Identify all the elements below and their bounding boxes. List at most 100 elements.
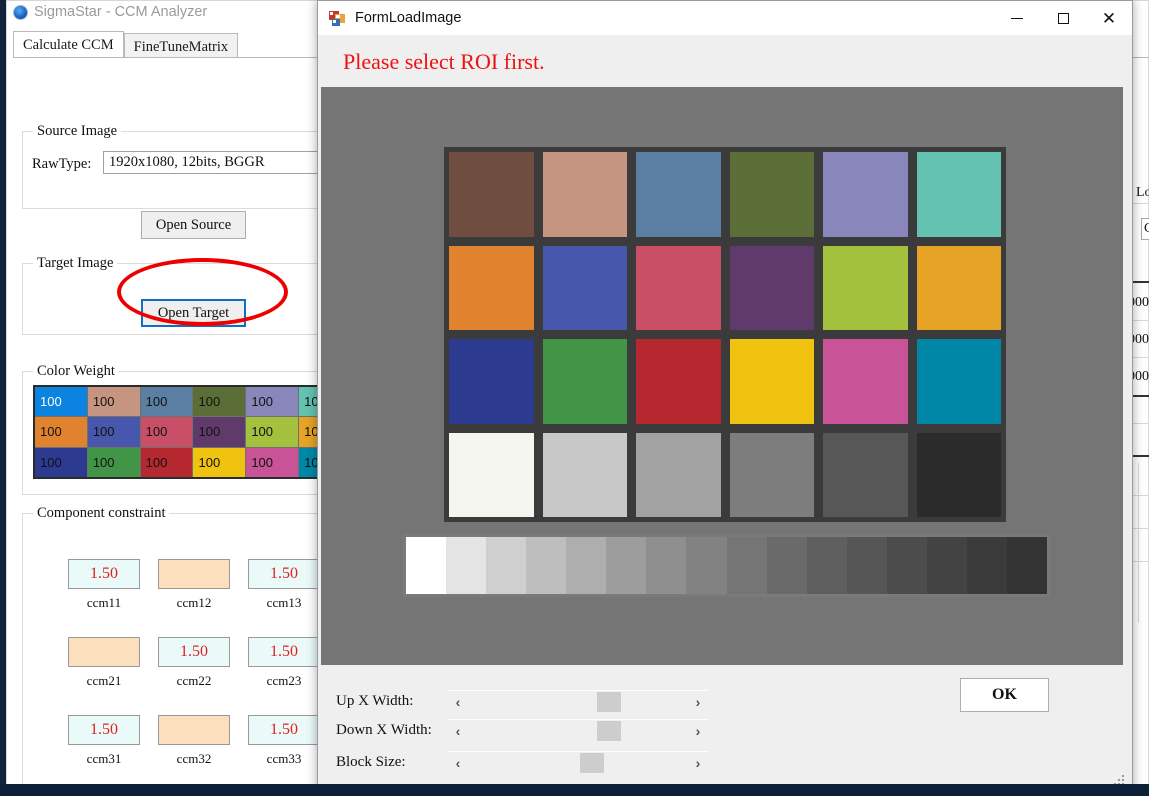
- right-panel-combo-value: C: [1144, 221, 1149, 236]
- constraint-value: 1.50: [180, 643, 208, 660]
- constraint-label-ccm23: ccm23: [266, 673, 302, 688]
- constraint-input-ccm13[interactable]: 1.50: [248, 559, 320, 589]
- minimize-button[interactable]: [994, 1, 1040, 36]
- gray-step-11: [806, 537, 847, 594]
- color-weight-cell-2-4[interactable]: 100: [193, 417, 246, 447]
- slider-left-arrow-1[interactable]: ‹: [455, 694, 461, 710]
- open-target-button[interactable]: Open Target: [141, 299, 246, 327]
- slider-left-arrow-3[interactable]: ‹: [455, 755, 461, 771]
- color-weight-cell-value: 100: [251, 394, 274, 410]
- color-patch-21: [636, 432, 721, 517]
- gray-step-10: [766, 537, 807, 594]
- color-weight-cell-value: 100: [145, 454, 168, 470]
- constraint-input-ccm23[interactable]: 1.50: [248, 637, 320, 667]
- slider-track-2[interactable]: ‹ ›: [448, 719, 708, 741]
- color-patch-10: [729, 245, 814, 330]
- open-source-button[interactable]: Open Source: [141, 211, 246, 239]
- right-panel-divider-10: [1132, 561, 1149, 562]
- right-panel-divider-5: [1132, 395, 1149, 397]
- color-weight-cell-3-4[interactable]: 100: [193, 447, 246, 477]
- color-weight-cell-1-3[interactable]: 100: [140, 387, 193, 417]
- taskbar: [0, 784, 1149, 796]
- color-weight-cell-3-2[interactable]: 100: [87, 447, 140, 477]
- color-patch-11: [823, 245, 908, 330]
- gray-step-13: [886, 537, 927, 594]
- color-patch-15: [636, 339, 721, 424]
- rawtype-label: RawType:: [32, 156, 92, 172]
- ok-button[interactable]: OK: [960, 678, 1049, 712]
- color-weight-cell-value: 100: [92, 424, 115, 440]
- color-weight-cell-2-2[interactable]: 100: [87, 417, 140, 447]
- color-weight-cell-2-1[interactable]: 100: [35, 417, 87, 447]
- color-weight-cell-value: 100: [40, 424, 62, 440]
- constraint-value: 1.50: [90, 565, 118, 582]
- formloadimage-dialog: FormLoadImage ✕ Please select ROI first.: [317, 0, 1133, 793]
- right-panel-divider-1: [1132, 203, 1149, 204]
- slider-thumb-1[interactable]: [597, 692, 621, 712]
- constraint-label-ccm12: ccm12: [176, 595, 212, 610]
- constraint-input-ccm21[interactable]: [68, 637, 140, 667]
- window-buttons: ✕: [994, 1, 1132, 36]
- color-weight-legend: Color Weight: [33, 363, 119, 380]
- dialog-titlebar[interactable]: FormLoadImage ✕: [318, 1, 1132, 36]
- gray-step-16: [1006, 537, 1047, 594]
- constraint-input-ccm33[interactable]: 1.50: [248, 715, 320, 745]
- slider-right-arrow-1[interactable]: ›: [695, 694, 701, 710]
- color-patch-23: [823, 432, 908, 517]
- background-window-title: SigmaStar - CCM Analyzer: [34, 4, 208, 20]
- color-patch-14: [542, 339, 627, 424]
- constraint-label-ccm22: ccm22: [176, 673, 212, 688]
- slider-track-3[interactable]: ‹ ›: [448, 751, 708, 773]
- tab-calculate-ccm[interactable]: Calculate CCM: [13, 31, 124, 58]
- slider-thumb-3[interactable]: [580, 753, 604, 773]
- color-patch-24: [916, 432, 1001, 517]
- color-weight-cell-1-1[interactable]: 100: [35, 387, 87, 417]
- slider-track-1[interactable]: ‹ ›: [448, 690, 708, 712]
- rawtype-input[interactable]: 1920x1080, 12bits, BGGR: [103, 151, 318, 174]
- image-preview-pane[interactable]: [321, 87, 1123, 665]
- color-weight-cell-2-3[interactable]: 100: [140, 417, 193, 447]
- maximize-icon: [1057, 13, 1069, 24]
- right-panel-divider-2: [1132, 281, 1149, 283]
- color-patch-16: [729, 339, 814, 424]
- color-weight-cell-1-4[interactable]: 100: [193, 387, 246, 417]
- component-constraint-legend: Component constraint: [33, 505, 170, 522]
- tab-finetunematrix-label: FineTuneMatrix: [133, 38, 229, 55]
- color-patch-20: [542, 432, 627, 517]
- slider-right-arrow-2[interactable]: ›: [695, 723, 701, 739]
- color-weight-cell-3-3[interactable]: 100: [140, 447, 193, 477]
- tab-finetunematrix[interactable]: FineTuneMatrix: [123, 33, 239, 58]
- color-weight-cell-value: 100: [198, 454, 221, 470]
- constraint-value: 1.50: [270, 721, 298, 738]
- constraint-input-ccm12[interactable]: [158, 559, 230, 589]
- slider-thumb-2[interactable]: [597, 721, 621, 741]
- color-weight-cell-1-2[interactable]: 100: [87, 387, 140, 417]
- target-image-group: Target Image: [22, 255, 422, 335]
- constraint-input-ccm22[interactable]: 1.50: [158, 637, 230, 667]
- slider-right-arrow-3[interactable]: ›: [695, 755, 701, 771]
- minimize-icon: [1011, 18, 1023, 19]
- color-weight-cell-value: 100: [251, 424, 274, 440]
- color-patch-6: [916, 152, 1001, 237]
- slider-left-arrow-2[interactable]: ‹: [455, 723, 461, 739]
- color-patch-3: [636, 152, 721, 237]
- constraint-input-ccm32[interactable]: [158, 715, 230, 745]
- color-weight-grid[interactable]: 100 100 100 100 100 100 100 100 100 100 100 100 100 1…: [33, 385, 353, 479]
- constraint-input-ccm11[interactable]: 1.50: [68, 559, 140, 589]
- close-button[interactable]: ✕: [1086, 1, 1132, 36]
- constraint-input-ccm31[interactable]: 1.50: [68, 715, 140, 745]
- gray-step-12: [846, 537, 887, 594]
- color-weight-cell-3-5[interactable]: 100: [246, 447, 299, 477]
- color-weight-cell-1-5[interactable]: 100: [246, 387, 299, 417]
- right-panel-divider-4: [1132, 357, 1149, 358]
- color-weight-cell-value: 100: [251, 454, 274, 470]
- maximize-button[interactable]: [1040, 1, 1086, 36]
- color-weight-cell-3-1[interactable]: 100: [35, 447, 87, 477]
- color-weight-cell-2-5[interactable]: 100: [246, 417, 299, 447]
- right-panel-combo[interactable]: [1141, 218, 1149, 240]
- gray-step-8: [686, 537, 727, 594]
- constraint-label-ccm31: ccm31: [86, 751, 122, 766]
- color-weight-cell-value: 100: [92, 454, 115, 470]
